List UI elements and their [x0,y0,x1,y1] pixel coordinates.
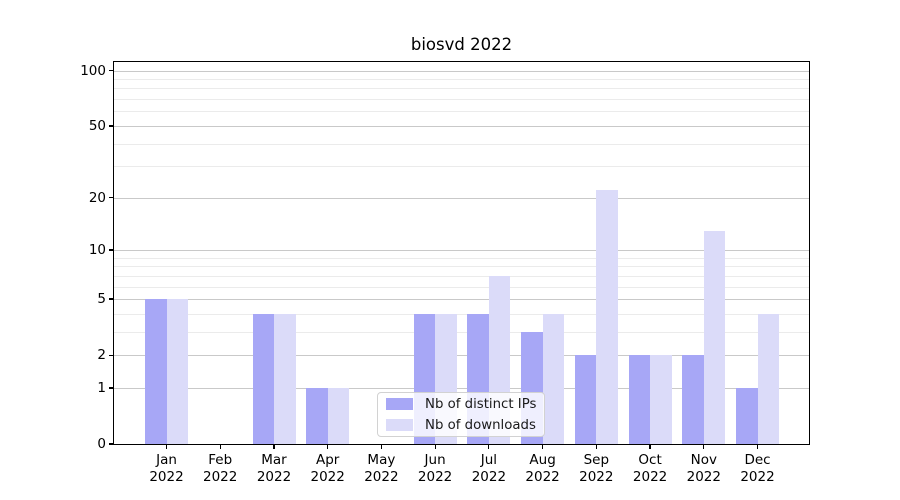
minor-gridline-90 [114,79,809,80]
y-tick-label-0: 0 [97,436,106,452]
x-tick-label-sep: Sep 2022 [579,452,614,485]
bar-downloads-mar [274,313,296,444]
x-tick-mark-jul [488,444,490,449]
bar-downloads-sep [596,190,618,444]
major-gridline-5 [114,299,809,300]
major-gridline-50 [114,125,809,127]
major-gridline-2 [114,355,809,357]
legend-label-distinct-ips: Nb of distinct IPs [425,396,537,412]
bar-downloads-apr [327,387,350,444]
bar-ips-jan [145,299,167,444]
bar-ips-oct [628,355,651,444]
legend-item-downloads: Nb of downloads [386,418,536,433]
x-tick-mark-apr [327,444,329,449]
bar-ips-sep [574,355,597,444]
x-tick-label-mar: Mar 2022 [256,452,292,485]
minor-gridline-3 [114,331,809,333]
y-tick-label-1: 1 [97,379,106,396]
legend-item-distinct-ips: Nb of distinct IPs [386,397,536,412]
bar-downloads-nov [703,230,726,444]
minor-gridline-8 [114,266,809,268]
x-tick-label-may: May 2022 [364,452,399,485]
x-tick-mark-mar [273,444,275,449]
x-tick-label-jul: Jul 2022 [471,452,507,485]
x-tick-label-nov: Nov 2022 [686,452,721,485]
bar-downloads-oct [650,355,672,444]
minor-gridline-7 [114,275,809,277]
x-tick-label-oct: Oct 2022 [632,452,668,485]
minor-gridline-70 [114,99,809,101]
x-tick-mark-dec [756,444,759,449]
x-tick-mark-sep [595,444,597,449]
chart-title: biosvd 2022 [410,35,513,54]
bar-downloads-aug [542,313,565,444]
y-tick-mark-0 [108,443,114,445]
x-tick-mark-feb [219,444,221,449]
bar-ips-nov [682,355,704,444]
x-tick-label-dec: Dec 2022 [740,452,775,485]
x-tick-label-feb: Feb 2022 [203,452,238,485]
plot-area [114,62,809,444]
major-gridline-1 [114,387,809,389]
major-gridline-20 [114,197,809,199]
x-tick-label-aug: Aug 2022 [525,452,560,485]
x-tick-mark-aug [542,444,544,449]
bar-downloads-jan [166,299,188,444]
x-tick-mark-nov [703,444,705,449]
y-tick-mark-5 [108,298,114,300]
y-tick-mark-2 [108,354,114,356]
y-tick-label-100: 100 [80,62,106,79]
bar-downloads-dec [757,313,779,444]
minor-gridline-40 [114,143,809,145]
x-tick-label-jun: Jun 2022 [417,452,453,485]
y-tick-label-2: 2 [97,347,106,364]
y-tick-label-10: 10 [88,242,106,258]
y-tick-mark-100 [108,70,114,72]
x-tick-mark-may [380,444,383,449]
major-gridline-100 [114,70,809,72]
minor-gridline-4 [114,313,809,315]
minor-gridline-30 [114,166,809,168]
bar-ips-dec [736,387,758,444]
x-tick-mark-oct [649,444,651,449]
x-tick-label-apr: Apr 2022 [310,452,345,485]
y-tick-mark-10 [108,249,114,251]
y-tick-mark-20 [108,197,114,199]
x-tick-mark-jun [434,444,436,449]
legend: Nb of distinct IPs Nb of downloads [377,392,545,437]
minor-gridline-80 [114,88,809,90]
y-tick-mark-1 [108,387,114,389]
bar-ips-apr [306,387,328,444]
legend-swatch-distinct-ips [386,397,413,411]
legend-label-downloads: Nb of downloads [425,417,536,433]
y-tick-label-5: 5 [97,291,106,307]
x-tick-mark-jan [165,444,168,449]
y-tick-label-50: 50 [88,117,106,134]
minor-gridline-60 [114,111,809,113]
y-tick-label-20: 20 [88,189,106,206]
x-tick-label-jan: Jan 2022 [149,452,184,485]
minor-gridline-9 [114,257,809,259]
y-tick-mark-50 [108,125,114,127]
bar-ips-mar [252,313,274,444]
major-gridline-10 [114,250,809,251]
legend-swatch-downloads [386,418,413,432]
minor-gridline-6 [114,286,809,288]
